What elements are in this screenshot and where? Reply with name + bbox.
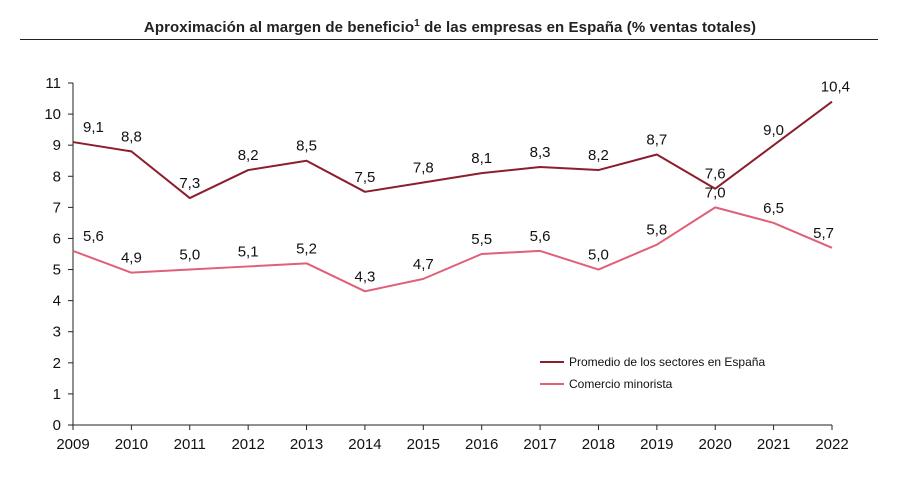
y-tick-label: 3 — [53, 324, 61, 341]
x-tick-label: 2010 — [115, 436, 148, 453]
data-label: 9,1 — [83, 119, 104, 136]
y-tick-label: 11 — [45, 75, 61, 92]
data-label: 5,6 — [83, 228, 104, 245]
x-tick-label: 2015 — [407, 436, 440, 453]
data-label: 5,1 — [238, 243, 259, 260]
data-label: 7,3 — [179, 175, 200, 192]
x-tick-label: 2011 — [174, 436, 206, 453]
y-tick-label: 5 — [53, 262, 61, 279]
y-tick-label: 2 — [53, 355, 61, 372]
x-tick-label: 2021 — [757, 436, 790, 453]
x-tick-label: 2013 — [290, 436, 323, 453]
data-label: 8,3 — [530, 144, 551, 161]
chart-title-suffix: de las empresas en España (% ventas tota… — [419, 19, 757, 36]
x-tick-label: 2009 — [56, 436, 89, 453]
x-tick-label: 2022 — [815, 436, 848, 453]
series-line-promedio-sectores — [72, 100, 833, 200]
x-tick-label: 2019 — [640, 436, 673, 453]
chart-title-superscript: 1 — [414, 18, 420, 29]
series-line-comercio-minorista — [72, 206, 833, 293]
y-tick-label: 0 — [53, 417, 61, 434]
data-label: 4,9 — [121, 250, 142, 267]
y-tick-label: 10 — [44, 106, 61, 123]
chart-title: Aproximación al margen de beneficio1 de … — [0, 18, 900, 36]
data-label: 5,2 — [296, 240, 317, 257]
data-label: 5,6 — [530, 228, 551, 245]
data-label: 8,7 — [646, 132, 667, 149]
y-tick-label: 1 — [53, 386, 61, 403]
x-tick-label: 2014 — [348, 436, 381, 453]
x-tick-label: 2012 — [231, 436, 264, 453]
data-labels: 9,1 8,8 7,3 8,2 8,5 7,5 7,8 8,1 8,3 8,2 8,7 7,6 9,0 1… — [83, 79, 850, 286]
data-label: 6,5 — [763, 200, 784, 217]
data-label: 4,7 — [413, 256, 434, 273]
data-label: 8,1 — [471, 150, 492, 167]
data-label: 9,0 — [763, 122, 784, 139]
data-label: 5,0 — [588, 247, 609, 264]
data-label: 5,5 — [471, 231, 492, 248]
legend-label: Comercio minorista — [569, 377, 673, 391]
data-label: 7,8 — [413, 159, 434, 176]
data-label: 7,6 — [705, 166, 726, 183]
legend-label: Promedio de los sectores en España — [569, 355, 765, 369]
x-axis-ticks: 2009 2010 2011 2012 2013 2014 2015 2016 2017 2018… — [56, 425, 849, 453]
y-tick-label: 4 — [53, 293, 61, 310]
data-label: 5,8 — [646, 222, 667, 239]
x-tick-label: 2017 — [523, 436, 556, 453]
data-label: 7,0 — [705, 184, 726, 201]
data-label: 5,7 — [813, 225, 834, 242]
y-tick-label: 8 — [53, 168, 61, 185]
chart-title-main: Aproximación al margen de beneficio — [143, 19, 415, 36]
legend: Promedio de los sectores en España Comerc… — [540, 355, 765, 391]
x-tick-label: 2020 — [699, 436, 732, 453]
data-label: 4,3 — [354, 268, 375, 285]
y-axis-ticks: 0 1 2 3 4 5 6 7 8 9 10 11 — [44, 75, 73, 434]
x-tick-label: 2018 — [582, 436, 615, 453]
y-tick-label: 9 — [53, 137, 61, 154]
title-divider — [20, 39, 878, 40]
data-label: 8,8 — [121, 128, 142, 145]
data-label: 8,2 — [588, 147, 609, 164]
series-group — [72, 100, 833, 293]
y-tick-label: 6 — [53, 230, 61, 247]
data-label: 5,0 — [179, 247, 200, 264]
y-tick-label: 7 — [53, 199, 61, 216]
data-label: 8,2 — [238, 147, 259, 164]
data-label: 10,4 — [821, 79, 850, 96]
data-label: 7,5 — [354, 169, 375, 186]
data-label: 8,5 — [296, 138, 317, 155]
x-tick-label: 2016 — [465, 436, 498, 453]
